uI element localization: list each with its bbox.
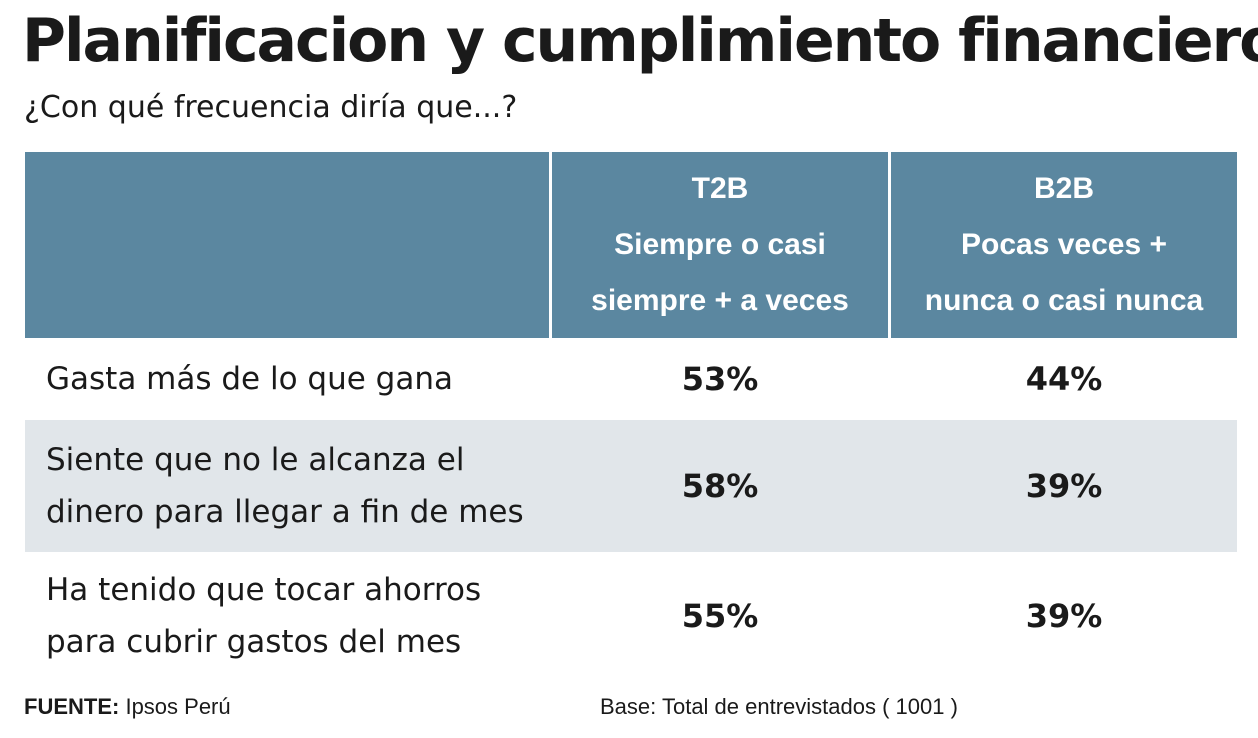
table-row: Siente que no le alcanza el dinero para … [25, 420, 1237, 552]
row-label: Ha tenido que tocar ahorros para cubrir … [46, 552, 526, 680]
chart-title: Planificacion y cumplimiento financiero [22, 6, 1258, 76]
header-desc-line: Siempre o casi [614, 228, 826, 261]
header-desc-line: Pocas veces + [960, 228, 1167, 261]
header-cell-b2b: B2B Pocas veces + nunca o casi nunca [891, 152, 1237, 338]
row-label-line: para cubrir gastos del mes [46, 624, 462, 660]
source-note: FUENTE: Ipsos Perú [24, 694, 231, 720]
value-b2b: 39% [1025, 597, 1103, 635]
value-b2b: 39% [1025, 467, 1103, 505]
chart-subtitle: ¿Con qué frecuencia diría que...? [24, 90, 518, 125]
row-label-line: Ha tenido que tocar ahorros [46, 572, 482, 608]
value-b2b: 44% [1025, 360, 1103, 398]
row-label: Gasta más de lo que gana [46, 338, 526, 420]
row-label-line: dinero para llegar a fin de mes [46, 494, 524, 530]
source-value: Ipsos Perú [125, 694, 231, 719]
header-code-b2b: B2B [1033, 172, 1094, 205]
value-t2b: 55% [681, 597, 759, 635]
data-table: T2B Siempre o casi siempre + a veces B2B… [25, 152, 1237, 668]
base-note: Base: Total de entrevistados ( 1001 ) [600, 694, 958, 719]
table-row: Ha tenido que tocar ahorros para cubrir … [25, 552, 1237, 680]
row-label-line: Gasta más de lo que gana [46, 361, 453, 397]
row-label-line: Siente que no le alcanza el [46, 442, 465, 478]
header-cell-t2b: T2B Siempre o casi siempre + a veces [552, 152, 888, 338]
value-t2b: 53% [681, 360, 759, 398]
value-t2b: 58% [681, 467, 759, 505]
header-desc-line: nunca o casi nunca [924, 284, 1204, 317]
header-desc-line: siempre + a veces [591, 284, 849, 317]
header-cell-empty [25, 152, 549, 338]
row-label: Siente que no le alcanza el dinero para … [46, 420, 526, 552]
source-label: FUENTE: [24, 694, 120, 719]
table-row: Gasta más de lo que gana 53% 44% [25, 338, 1237, 420]
header-code-t2b: T2B [691, 172, 749, 205]
